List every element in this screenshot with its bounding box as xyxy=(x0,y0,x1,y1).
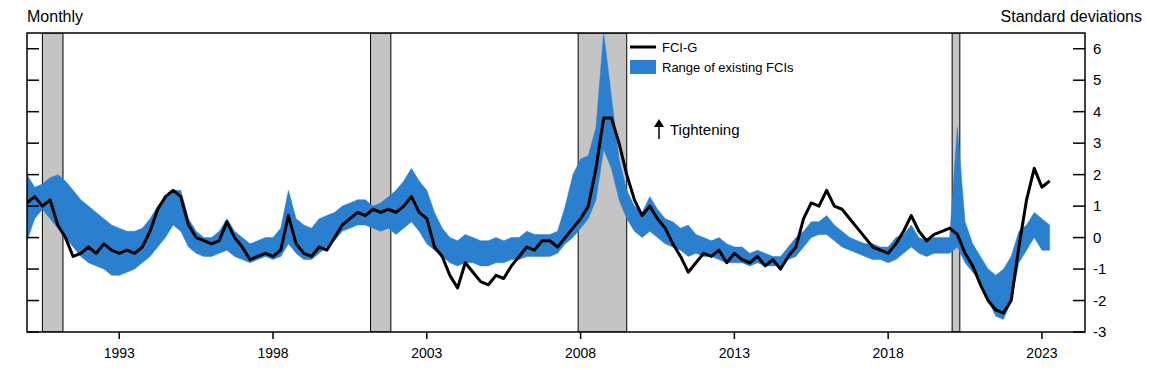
y-tick-label: -2 xyxy=(1093,292,1106,309)
x-tick-label: 2003 xyxy=(411,345,442,361)
y-tick-left xyxy=(27,300,39,302)
x-tick xyxy=(272,332,274,339)
y-tick-left xyxy=(27,268,39,270)
x-tick-label: 2008 xyxy=(565,345,596,361)
legend-label: FCI-G xyxy=(662,40,697,55)
y-tick-right xyxy=(1073,79,1085,81)
y-tick-label: 5 xyxy=(1093,71,1101,88)
y-tick-right xyxy=(1073,111,1085,113)
y-tick-right xyxy=(1073,205,1085,207)
chart-container: -3 -2 -1 0 1 2 3 4 5 6 1993 1998 2003 2008 2013 2018 202… xyxy=(0,0,1150,370)
y-tick-right xyxy=(1073,237,1085,239)
y-tick-left xyxy=(27,174,39,176)
x-tick xyxy=(734,332,736,339)
legend-swatch xyxy=(630,60,656,74)
y-tick-label: 2 xyxy=(1093,166,1101,183)
y-tick-right xyxy=(1073,48,1085,50)
annotation-arrowhead xyxy=(654,119,664,127)
y-tick-label: 0 xyxy=(1093,229,1101,246)
x-tick-label: 2023 xyxy=(1026,345,1057,361)
legend-swatch xyxy=(630,46,656,49)
chart-svg: -3 -2 -1 0 1 2 3 4 5 6 1993 1998 2003 2008 2013 2018 202… xyxy=(0,0,1150,370)
x-tick xyxy=(1041,332,1043,339)
plot-data xyxy=(27,33,1050,332)
x-tick xyxy=(580,332,582,339)
y-tick-left xyxy=(27,79,39,81)
frame xyxy=(27,33,1085,339)
x-tick xyxy=(119,332,121,339)
x-tick-label: 1993 xyxy=(104,345,135,361)
y-tick-right xyxy=(1073,300,1085,302)
recession-bar xyxy=(371,33,391,332)
x-tick xyxy=(426,332,428,339)
y-tick-label: 3 xyxy=(1093,134,1101,151)
y-tick-label: 6 xyxy=(1093,40,1101,57)
y-tick-left xyxy=(27,331,39,333)
y-axis-title: Standard deviations xyxy=(1001,8,1142,25)
x-tick-label: 2018 xyxy=(873,345,904,361)
y-tick-label: -3 xyxy=(1093,323,1106,340)
y-tick-label: 1 xyxy=(1093,197,1101,214)
x-tick xyxy=(887,332,889,339)
y-tick-left xyxy=(27,205,39,207)
y-tick-left xyxy=(27,237,39,239)
range-area xyxy=(27,33,1050,319)
frequency-note: Monthly xyxy=(27,8,83,25)
annotation-text: Tightening xyxy=(670,121,740,138)
y-tick-left xyxy=(27,142,39,144)
y-tick-right xyxy=(1073,331,1085,333)
y-tick-left xyxy=(27,111,39,113)
y-tick-label: -1 xyxy=(1093,260,1106,277)
x-tick-label: 1998 xyxy=(257,345,288,361)
y-tick-label: 4 xyxy=(1093,103,1101,120)
legend-label: Range of existing FCIs xyxy=(662,60,794,75)
y-tick-left xyxy=(27,48,39,50)
x-tick-label: 2013 xyxy=(719,345,750,361)
y-tick-right xyxy=(1073,142,1085,144)
y-tick-right xyxy=(1073,174,1085,176)
plot-frame xyxy=(27,33,1085,332)
legend: FCI-G Range of existing FCIs xyxy=(630,40,794,75)
annotation: Tightening xyxy=(654,119,740,139)
y-tick-right xyxy=(1073,268,1085,270)
fci-line xyxy=(27,118,1050,313)
